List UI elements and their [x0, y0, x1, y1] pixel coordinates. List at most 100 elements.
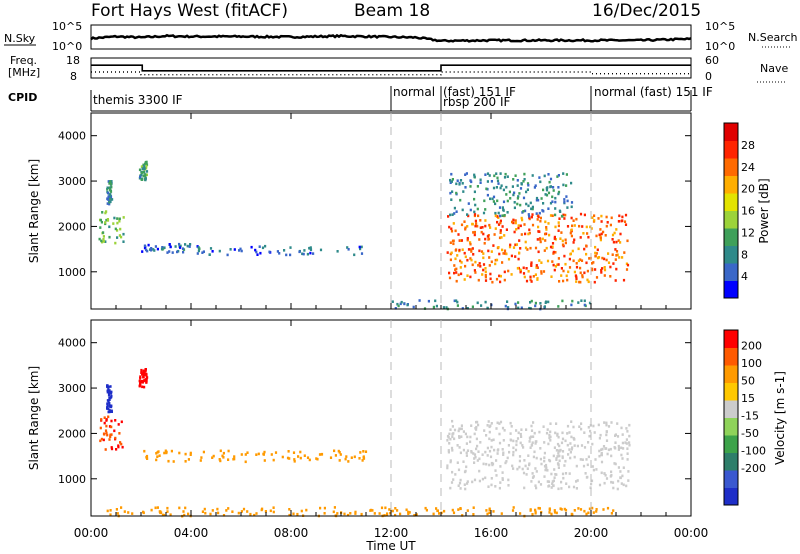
data-cell — [519, 247, 522, 250]
data-cell — [516, 184, 519, 187]
data-cell — [564, 238, 567, 242]
data-cell — [513, 191, 516, 195]
data-cell — [620, 446, 623, 450]
data-cell — [548, 180, 551, 184]
data-cell — [556, 263, 559, 267]
data-cell — [481, 273, 484, 276]
colorbar-tick: 20 — [741, 183, 755, 196]
data-cell — [512, 450, 515, 454]
data-cell — [202, 450, 205, 454]
data-cell — [308, 458, 311, 462]
data-cell — [549, 430, 552, 434]
data-cell — [118, 217, 121, 221]
data-cell — [498, 252, 501, 256]
data-cell — [501, 426, 505, 430]
data-cell — [346, 246, 349, 249]
data-cell — [110, 185, 113, 189]
data-cell — [518, 251, 521, 255]
data-cell — [609, 223, 612, 227]
data-cell — [599, 235, 602, 238]
data-cell — [570, 205, 573, 209]
data-cell — [519, 441, 522, 445]
data-cell — [511, 185, 514, 188]
data-cell — [481, 453, 484, 456]
data-cell — [552, 186, 555, 189]
data-cell — [211, 250, 214, 253]
noise-left-label: N.Sky — [4, 32, 36, 45]
data-cell — [98, 237, 101, 241]
data-cell — [539, 238, 542, 241]
data-cell — [109, 200, 112, 204]
data-cell — [484, 270, 487, 274]
data-cell — [154, 245, 157, 248]
data-cell — [532, 455, 535, 459]
data-cell — [598, 233, 601, 237]
data-cell — [529, 275, 532, 279]
data-cell — [309, 251, 312, 255]
data-cell — [115, 508, 118, 511]
data-cell — [595, 234, 598, 238]
data-cell — [575, 487, 578, 490]
data-cell — [583, 431, 586, 434]
data-cell — [517, 306, 520, 310]
data-cell — [572, 425, 575, 429]
data-cell — [116, 229, 119, 232]
data-cell — [276, 250, 279, 253]
data-cell — [488, 256, 491, 259]
data-cell — [619, 232, 622, 236]
data-cell — [358, 457, 361, 460]
data-cell — [547, 222, 550, 225]
data-cell — [525, 267, 528, 270]
data-cell — [624, 213, 628, 217]
data-cell — [583, 247, 586, 251]
data-cell — [530, 435, 533, 439]
data-cell — [143, 165, 146, 168]
data-cell — [583, 509, 586, 513]
data-cell — [116, 217, 119, 220]
data-cell — [585, 252, 588, 256]
data-cell — [333, 506, 336, 509]
data-cell — [449, 437, 452, 441]
data-cell — [490, 260, 493, 264]
data-cell — [462, 460, 465, 463]
data-cell — [557, 466, 560, 469]
data-cell — [108, 389, 111, 392]
data-cell — [626, 452, 629, 455]
data-cell — [469, 257, 472, 260]
data-cell — [464, 173, 467, 176]
data-cell — [263, 450, 266, 454]
data-cell — [528, 463, 531, 467]
data-cell — [461, 182, 464, 185]
data-cell — [258, 245, 261, 248]
data-cell — [505, 228, 508, 231]
data-cell — [519, 432, 522, 436]
data-cell — [619, 476, 622, 480]
data-cell — [218, 458, 221, 461]
data-cell — [561, 450, 565, 453]
data-cell — [568, 266, 572, 269]
data-cell — [561, 456, 564, 460]
data-cell — [474, 224, 477, 228]
data-cell — [110, 405, 113, 409]
data-cell — [286, 456, 290, 460]
xtick-label: 00:00 — [74, 526, 109, 540]
data-cell — [109, 180, 112, 184]
data-cell — [470, 424, 473, 427]
data-cell — [540, 261, 543, 264]
data-cell — [457, 233, 460, 236]
beam-label: Beam 18 — [354, 1, 430, 21]
data-cell — [462, 448, 465, 452]
data-cell — [270, 453, 273, 456]
data-cell — [451, 190, 454, 193]
data-cell — [557, 305, 560, 308]
data-cell — [600, 453, 603, 456]
data-cell — [586, 269, 589, 273]
data-cell — [292, 451, 296, 454]
data-cell — [559, 210, 562, 213]
colorbar-tick: 8 — [741, 248, 748, 261]
data-cell — [466, 480, 469, 483]
data-cell — [531, 441, 534, 444]
data-cell — [522, 471, 526, 475]
data-cell — [109, 513, 112, 516]
